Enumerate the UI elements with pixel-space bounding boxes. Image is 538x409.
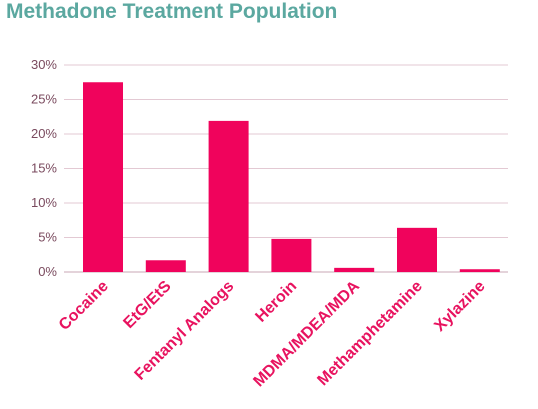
bar-mdma-mdea-mda [334, 267, 375, 272]
x-category-label: Methamphetamine [314, 278, 425, 389]
y-tick-label: 15% [31, 161, 57, 176]
bar-etg-ets [145, 260, 186, 272]
y-tick-label: 30% [31, 57, 57, 72]
x-category-label: Cocaine [56, 278, 112, 334]
x-category-label: Xylazine [431, 278, 488, 335]
y-tick-label: 25% [31, 92, 57, 107]
y-tick-label: 0% [38, 264, 57, 279]
x-category-label: MDMA/MDEA/MDA [250, 277, 363, 390]
y-tick-label: 5% [38, 230, 57, 245]
bar-methamphetamine [397, 227, 437, 272]
bar-heroin [271, 238, 312, 272]
bars [83, 82, 500, 272]
bar-fentanyl-analogs [208, 120, 249, 272]
x-category-label: EtG/EtS [120, 278, 174, 332]
y-tick-label: 20% [31, 126, 57, 141]
x-category-label: Heroin [252, 278, 300, 326]
chart-title: Methadone Treatment Population [6, 0, 338, 23]
bar-cocaine [83, 82, 123, 272]
bar-xylazine [459, 269, 500, 272]
y-axis-tick-labels: 0% 5% 10% 15% 20% 25% 30% [31, 57, 57, 279]
y-tick-label: 10% [31, 195, 57, 210]
